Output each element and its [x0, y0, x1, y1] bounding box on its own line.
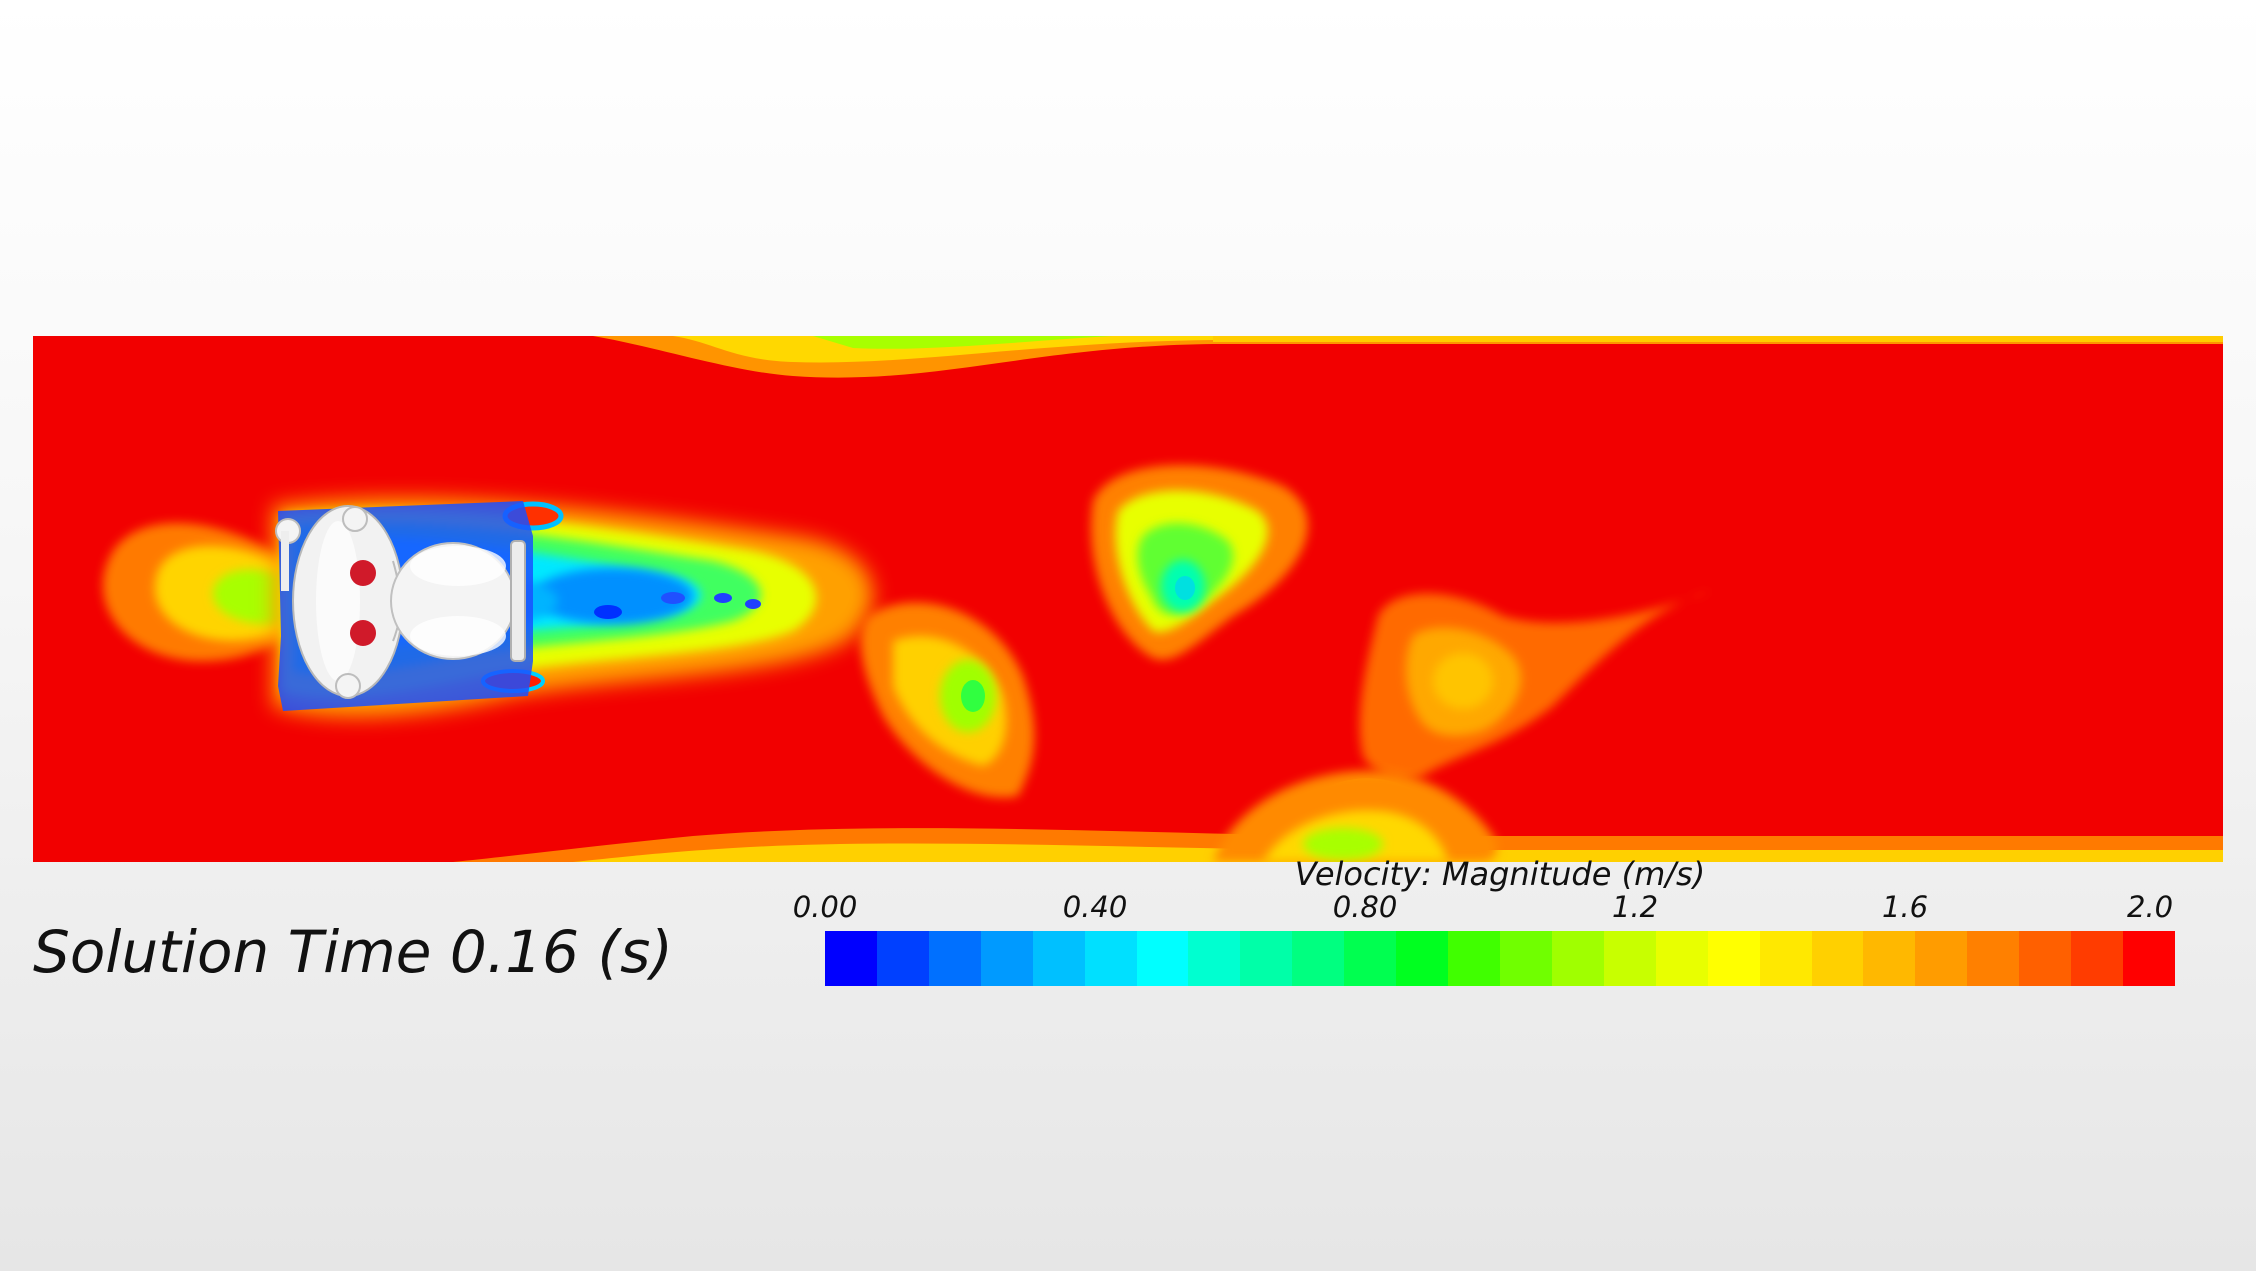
colorbar-tick-label: 1.2 [1611, 890, 1659, 924]
colorbar-title: Velocity: Magnitude (m/s) [1294, 855, 1706, 893]
colorbar-swatch [2019, 931, 2072, 986]
colorbar-swatch [1759, 931, 1812, 986]
colorbar-swatch [1292, 931, 1345, 986]
colorbar-tick-label: 2.0 [2126, 890, 2174, 924]
vortex-pocket-2 [1091, 465, 1308, 660]
colorbar-swatch [1915, 931, 1968, 986]
colorbar-swatch [1603, 931, 1656, 986]
colorbar-swatch [1188, 931, 1241, 986]
colorbar-swatch [1551, 931, 1604, 986]
colorbar-swatch [1032, 931, 1085, 986]
solution-time-label: Solution Time 0.16 (s) [33, 918, 673, 986]
colorbar-swatch [825, 931, 877, 986]
colorbar-swatch [1084, 931, 1137, 986]
colorbar-swatch [1707, 931, 1760, 986]
colorbar-tick-labels: 0.00 0.40 0.80 1.2 1.6 2.0 [0, 890, 2256, 930]
colorbar-tick-label: 0.80 [1332, 890, 1398, 924]
colorbar-swatch [1448, 931, 1500, 986]
vortex-pocket-4 [1213, 770, 1498, 862]
vortex-pocket-1 [860, 602, 1035, 798]
colorbar-swatch [1344, 931, 1397, 986]
colorbar-swatch [1499, 931, 1552, 986]
colorbar-swatch [2123, 931, 2175, 986]
colorbar-swatch [1240, 931, 1293, 986]
colorbar-swatch [2071, 931, 2124, 986]
colorbar-swatch [1811, 931, 1864, 986]
velocity-field-plot [33, 336, 2223, 862]
white-robot-body-icon [275, 501, 533, 711]
colorbar-swatch [980, 931, 1033, 986]
colorbar-swatch [928, 931, 981, 986]
colorbar-swatch [1655, 931, 1708, 986]
colorbar-swatch [1967, 931, 2020, 986]
colorbar-swatch [876, 931, 929, 986]
colorbar-swatch [1396, 931, 1449, 986]
colorbar-scale [825, 931, 2175, 986]
vortex-pocket-3 [1359, 590, 1713, 780]
colorbar-tick-label: 0.40 [1062, 890, 1128, 924]
colorbar-tick-label: 1.6 [1881, 890, 1929, 924]
colorbar-tick-label: 0.00 [792, 890, 858, 924]
colorbar-swatch [1136, 931, 1189, 986]
top-wall-boundary-layer [593, 336, 2223, 378]
colorbar-swatch [1863, 931, 1916, 986]
